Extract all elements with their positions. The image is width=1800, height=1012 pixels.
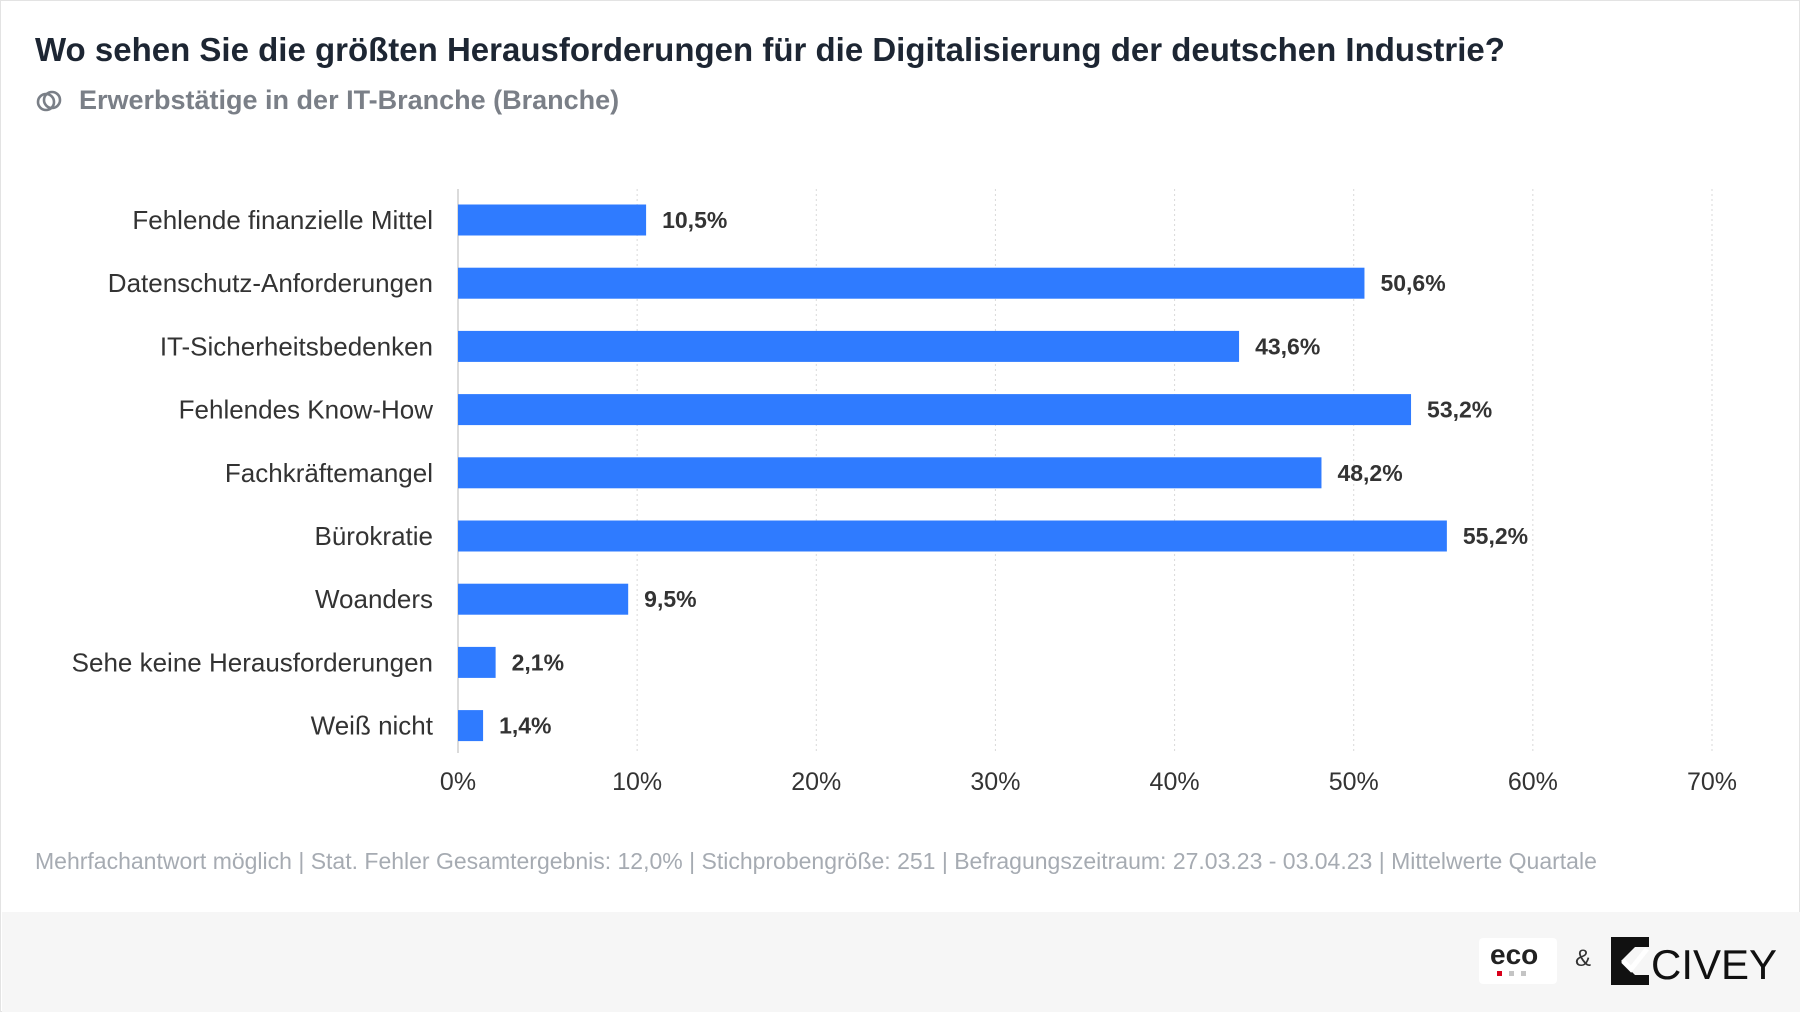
bar <box>458 394 1412 426</box>
category-label: Sehe keine Herausforderungen <box>72 647 433 677</box>
x-tick-label: 0% <box>440 768 476 796</box>
value-label: 10,5% <box>662 207 727 233</box>
chart-subtitle: Erwerbstätige in der IT-Branche (Branche… <box>79 85 620 115</box>
chart-footnote: Mehrfachantwort möglich | Stat. Fehler G… <box>35 848 1597 874</box>
x-tick-label: 30% <box>970 768 1020 796</box>
eco-logo: eco <box>1479 938 1557 984</box>
bar <box>458 583 629 615</box>
x-tick-label: 20% <box>791 768 841 796</box>
bar <box>458 330 1240 362</box>
svg-text:eco: eco <box>1490 939 1538 970</box>
category-label: Fachkräftemangel <box>225 458 433 488</box>
bar <box>458 267 1365 299</box>
bar <box>458 520 1447 552</box>
category-label: IT-Sicherheitsbedenken <box>160 331 433 361</box>
category-label: Bürokratie <box>315 521 434 551</box>
logo-ampersand: & <box>1575 945 1592 972</box>
civey-logo: CIVEY <box>1611 937 1777 988</box>
category-label: Weiß nicht <box>311 711 434 741</box>
svg-text:CIVEY: CIVEY <box>1651 941 1777 988</box>
value-label: 53,2% <box>1427 397 1492 423</box>
category-label: Datenschutz-Anforderungen <box>108 268 433 298</box>
overlapping-circles-icon <box>36 90 62 111</box>
category-label: Woanders <box>315 584 433 614</box>
x-tick-label: 60% <box>1508 768 1558 796</box>
value-label: 9,5% <box>644 586 696 612</box>
bar-chart: Fehlende finanzielle Mittel 10,5% Datensch… <box>72 189 1737 796</box>
bar <box>458 646 496 678</box>
bar <box>458 457 1322 489</box>
chart-title: Wo sehen Sie die größten Herausforderung… <box>35 31 1505 68</box>
subtitle-row: Erwerbstätige in der IT-Branche (Branche… <box>35 85 619 116</box>
value-label: 50,6% <box>1380 270 1445 296</box>
x-tick-label: 70% <box>1687 768 1737 796</box>
value-label: 55,2% <box>1463 523 1528 549</box>
value-label: 43,6% <box>1255 333 1320 359</box>
value-label: 2,1% <box>512 649 564 675</box>
category-label: Fehlende finanzielle Mittel <box>132 205 433 235</box>
bar <box>458 204 647 236</box>
category-label: Fehlendes Know-How <box>179 395 434 425</box>
value-label: 1,4% <box>499 713 551 739</box>
x-tick-label: 10% <box>612 768 662 796</box>
value-label: 48,2% <box>1337 460 1402 486</box>
x-tick-label: 50% <box>1329 768 1379 796</box>
x-tick-label: 40% <box>1150 768 1200 796</box>
bar <box>458 710 484 742</box>
